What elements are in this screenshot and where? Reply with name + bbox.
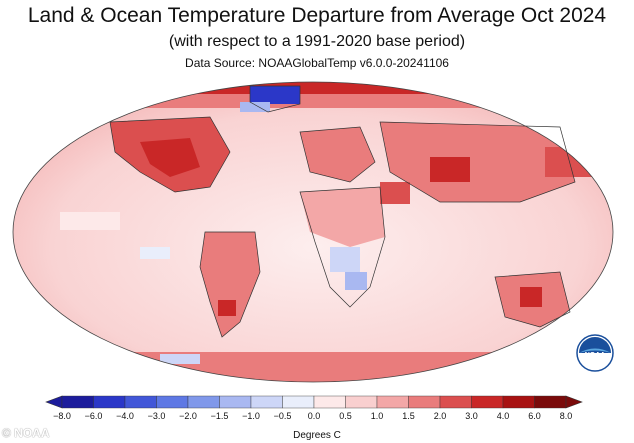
legend-tick-label: 0.5: [339, 411, 352, 421]
legend-swatch: [93, 395, 126, 409]
central-asia-hot-patch: [430, 157, 470, 182]
legend-tick-label: −1.5: [211, 411, 229, 421]
noaa-logo-text: NOAA: [585, 352, 606, 359]
legend-tick-label: −0.5: [274, 411, 292, 421]
africa-cool-patch: [330, 247, 360, 272]
legend-tick-label: 2.0: [434, 411, 447, 421]
legend-tick-label: −3.0: [148, 411, 166, 421]
europe-warm-region: [300, 127, 375, 182]
greenland-cold-patch: [250, 86, 300, 104]
legend-swatch: [219, 395, 252, 409]
north-africa-warm-region: [300, 187, 385, 247]
subarctic-band: [60, 94, 580, 108]
legend-tick-label: −8.0: [53, 411, 71, 421]
noaa-logo: NOAA: [576, 334, 614, 372]
map-subtitle: (with respect to a 1991-2020 base period…: [168, 33, 466, 50]
legend-arrow-right: [565, 395, 583, 409]
image-credit: © NOAA: [2, 426, 50, 440]
legend-swatch: [156, 395, 189, 409]
south-africa-cool-patch: [345, 272, 367, 290]
legend-tick-label: 3.0: [465, 411, 478, 421]
asia-warm-region: [380, 122, 575, 202]
legend-swatch: [439, 395, 472, 409]
middle-east-warm-patch: [380, 182, 410, 204]
legend-swatch: [250, 395, 283, 409]
map-title: Land & Ocean Temperature Departure from …: [27, 4, 607, 27]
legend-tick-label: 8.0: [560, 411, 573, 421]
legend-tick-label: 6.0: [528, 411, 541, 421]
legend-tick-label: 0.0: [308, 411, 321, 421]
greenland-cool-edge: [240, 102, 270, 112]
legend-tick-label: −2.0: [179, 411, 197, 421]
southern-ocean-band: [13, 352, 613, 382]
globe-border: [12, 81, 614, 383]
south-america-hot-patch: [218, 300, 236, 316]
legend-swatch: [282, 395, 315, 409]
pacific-cool-patch: [140, 247, 170, 259]
legend-swatch: [502, 395, 535, 409]
legend-bar: [45, 395, 583, 409]
data-source: Data Source: NOAAGlobalTemp v6.0.0-20241…: [185, 56, 449, 70]
southern-ocean-cool-patch: [160, 354, 200, 364]
legend-swatch: [376, 395, 409, 409]
legend-arrow-left: [45, 395, 63, 409]
legend-tick-labels: −8.0 −6.0 −4.0 −3.0 −2.0 −1.5 −1.0 −0.5 0.0 0.5 1.…: [53, 411, 572, 421]
legend-units-label: Degrees C: [293, 430, 341, 441]
color-legend: −8.0 −6.0 −4.0 −3.0 −2.0 −1.5 −1.0 −0.5 0.0 0.5 1.…: [45, 395, 583, 421]
legend-swatch: [534, 395, 567, 409]
legend-tick-label: 1.0: [371, 411, 384, 421]
legend-tick-label: 1.5: [402, 411, 415, 421]
legend-swatch: [345, 395, 378, 409]
map-globe: [13, 82, 613, 382]
legend-swatch: [61, 395, 94, 409]
legend-tick-label: −4.0: [116, 411, 134, 421]
australia-hot-patch: [520, 287, 542, 307]
legend-swatch: [408, 395, 441, 409]
legend-swatch: [187, 395, 220, 409]
legend-swatch: [124, 395, 157, 409]
legend-tick-label: −6.0: [85, 411, 103, 421]
legend-tick-label: −1.0: [242, 411, 260, 421]
coastline-outlines: [109, 85, 576, 338]
south-america-warm-region: [200, 232, 260, 337]
legend-swatch: [313, 395, 346, 409]
legend-tick-label: 4.0: [497, 411, 510, 421]
legend-swatch: [471, 395, 504, 409]
north-america-hot-core: [140, 138, 200, 177]
pacific-neutral-patch: [60, 212, 120, 230]
world-anomaly-map: [12, 81, 614, 383]
